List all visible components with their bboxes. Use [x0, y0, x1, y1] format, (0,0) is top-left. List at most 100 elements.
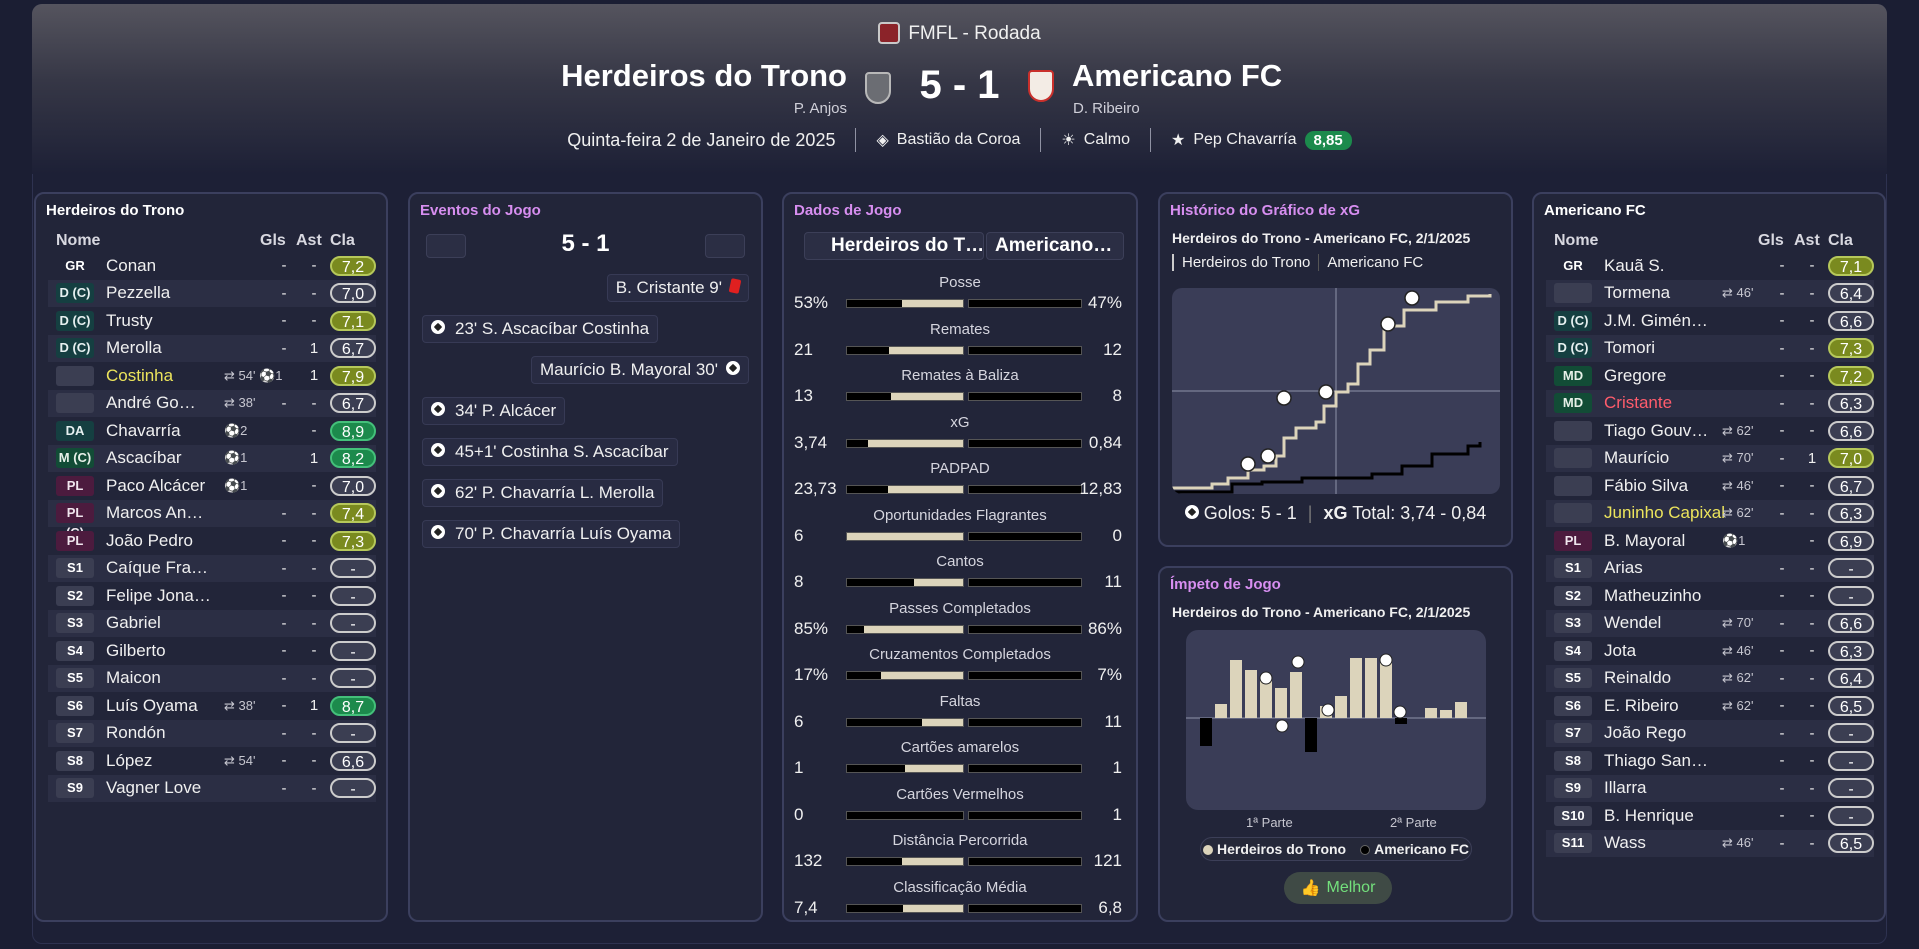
player-row[interactable]: Maurício ⇄ 70' - 1 7,0 — [1546, 444, 1874, 472]
player-row[interactable]: PL (C)João Pedro--7,3 — [48, 527, 376, 568]
goal-marker-icon[interactable] — [1276, 390, 1292, 406]
player-name[interactable]: Reinaldo — [1604, 668, 1672, 688]
player-name[interactable]: Wass — [1604, 833, 1646, 853]
player-row[interactable]: D (C) Tomori - -7,3 — [1546, 334, 1874, 362]
col-goals[interactable]: Gls — [1758, 232, 1784, 249]
player-row[interactable]: Tiago Gouv… ⇄ 62' - -6,6 — [1546, 417, 1874, 445]
player-row[interactable]: S7 João Rego - - - — [1546, 719, 1874, 747]
player-name[interactable]: B. Mayoral — [1604, 530, 1686, 550]
player-row[interactable]: S8 López ⇄ 54' - -6,6 — [48, 747, 376, 775]
player-row[interactable]: D (C) Trusty - -7,1 — [48, 307, 376, 335]
player-row[interactable]: S1 Arias - - - — [1546, 554, 1874, 582]
goal-marker-icon[interactable] — [1393, 705, 1407, 719]
player-row[interactable]: Tormena ⇄ 46' - -6,4 — [1546, 279, 1874, 307]
player-name[interactable]: Costinha — [106, 365, 174, 385]
player-row[interactable]: S10 B. Henrique - - - — [1546, 802, 1874, 830]
player-name[interactable]: Merolla — [106, 338, 162, 358]
player-name[interactable]: André Go… — [106, 393, 196, 413]
away-team-name[interactable]: Americano FC — [1072, 58, 1283, 93]
col-name[interactable]: Nome — [56, 232, 101, 249]
player-name[interactable]: Thiago San… — [1604, 750, 1708, 770]
legend-home[interactable]: Herdeiros do Trono — [1172, 254, 1319, 271]
player-row[interactable]: Fábio Silva ⇄ 46' - -6,7 — [1546, 472, 1874, 500]
player-row[interactable]: S2 Matheuzinho - - - — [1546, 582, 1874, 610]
player-name[interactable]: Tormena — [1604, 283, 1671, 303]
player-row[interactable]: S2 Felipe Jona… - - - — [48, 582, 376, 610]
home-team-tab[interactable]: Herdeiros do T… — [804, 232, 984, 260]
col-goals[interactable]: Gls — [260, 232, 286, 249]
event-item[interactable]: 23' S. Ascacíbar Costinha — [422, 315, 659, 343]
player-name[interactable]: Maurício — [1604, 448, 1670, 468]
player-row[interactable]: D (C) Merolla - 1 6,7 — [48, 334, 376, 362]
player-name[interactable]: López — [106, 750, 153, 770]
goal-marker-icon[interactable] — [1291, 655, 1305, 669]
col-assists[interactable]: Ast — [296, 232, 322, 249]
player-name[interactable]: Maicon — [106, 668, 161, 688]
player-row[interactable]: M (C) Ascacíbar ⚽1 1 8,2 — [48, 444, 376, 472]
stadium[interactable]: ◈ Bastião da Coroa — [856, 130, 1040, 150]
player-name[interactable]: Matheuzinho — [1604, 585, 1702, 605]
event-item[interactable]: 62' P. Chavarría L. Merolla — [422, 479, 664, 507]
player-row[interactable]: GR Conan - -7,2 — [48, 252, 376, 280]
player-name[interactable]: Marcos An… — [106, 503, 204, 523]
player-row[interactable]: S7 Rondón - - - — [48, 719, 376, 747]
player-row[interactable]: S5 Reinaldo ⇄ 62' - -6,4 — [1546, 664, 1874, 692]
player-row[interactable]: André Go… ⇄ 38' - -6,7 — [48, 389, 376, 417]
player-name[interactable]: Cristante — [1604, 393, 1673, 413]
legend-away[interactable]: Americano FC — [1360, 841, 1469, 857]
player-row[interactable]: GR Kauã S. - -7,1 — [1546, 252, 1874, 280]
player-row[interactable]: D (C) J.M. Gimén… - -6,6 — [1546, 307, 1874, 335]
player-row[interactable]: S6 E. Ribeiro ⇄ 62' - -6,5 — [1546, 692, 1874, 720]
goal-marker-icon[interactable] — [1318, 384, 1334, 400]
player-name[interactable]: J.M. Gimén… — [1604, 310, 1708, 330]
goal-marker-icon[interactable] — [1379, 653, 1393, 667]
player-row[interactable]: MD Cristante - -6,3 — [1546, 389, 1874, 417]
player-row[interactable]: Juninho Capixaba⇄ 62'--6,3 — [1546, 499, 1874, 527]
legend-away[interactable]: Americano FC — [1318, 254, 1432, 271]
player-row[interactable]: S3 Wendel ⇄ 70' - -6,6 — [1546, 609, 1874, 637]
player-name[interactable]: Arias — [1604, 558, 1643, 578]
best-button[interactable]: 👍 Melhor — [1284, 872, 1392, 904]
col-name[interactable]: Nome — [1554, 232, 1599, 249]
player-name[interactable]: Gilberto — [106, 640, 166, 660]
event-item[interactable]: 45+1' Costinha S. Ascacíbar — [422, 438, 678, 466]
player-of-the-match[interactable]: ★ Pep Chavarría 8,85 — [1151, 130, 1372, 150]
player-name[interactable]: Wendel — [1604, 613, 1662, 633]
player-name[interactable]: Rondón — [106, 723, 166, 743]
player-name[interactable]: Illarra — [1604, 778, 1647, 798]
player-row[interactable]: S4 Jota ⇄ 46' - -6,3 — [1546, 637, 1874, 665]
col-rating[interactable]: Cla — [1828, 232, 1853, 249]
player-row[interactable]: PL (C)Marcos An…--7,4 — [48, 499, 376, 540]
player-row[interactable]: S9 Illarra - - - — [1546, 774, 1874, 802]
player-name[interactable]: Gabriel — [106, 613, 161, 633]
away-manager[interactable]: D. Ribeiro — [1073, 100, 1140, 117]
player-name[interactable]: Chavarría — [106, 420, 181, 440]
legend-home[interactable]: Herdeiros do Trono — [1202, 841, 1346, 857]
player-row[interactable]: S9 Vagner Love - - - — [48, 774, 376, 802]
player-row[interactable]: S11 Wass ⇄ 46' - -6,5 — [1546, 829, 1874, 857]
player-row[interactable]: S3 Gabriel - - - — [48, 609, 376, 637]
player-name[interactable]: Vagner Love — [106, 778, 202, 798]
player-row[interactable]: PL (C) B. Mayoral ⚽1 -6,9 — [1546, 527, 1874, 568]
player-name[interactable]: Paco Alcácer — [106, 475, 206, 495]
event-item[interactable]: 34' P. Alcácer — [422, 397, 566, 425]
player-row[interactable]: Costinha ⇄ 54' ⚽1 1 7,9 — [48, 362, 376, 390]
player-name[interactable]: Luís Oyama — [106, 695, 198, 715]
goal-marker-icon[interactable] — [1380, 316, 1396, 332]
player-name[interactable]: Ascacíbar — [106, 448, 182, 468]
competition-title[interactable]: FMFL - Rodada — [0, 22, 1919, 45]
player-name[interactable]: Tiago Gouv… — [1604, 420, 1709, 440]
away-team-tab[interactable]: Americano… — [986, 232, 1124, 260]
event-item[interactable]: 70' P. Chavarría Luís Oyama — [422, 520, 681, 548]
event-item[interactable]: Maurício B. Mayoral 30' — [530, 356, 749, 384]
player-row[interactable]: S1 Caíque Fra… - - - — [48, 554, 376, 582]
player-name[interactable]: Juninho Capixaba — [1604, 503, 1724, 523]
goal-marker-icon[interactable] — [1404, 290, 1420, 306]
player-name[interactable]: Conan — [106, 255, 157, 275]
player-row[interactable]: S6 Luís Oyama ⇄ 38' - 1 8,7 — [48, 692, 376, 720]
player-row[interactable]: DA (E) Chavarría ⚽2 -8,9 — [48, 417, 376, 458]
player-name[interactable]: Gregore — [1604, 365, 1667, 385]
player-name[interactable]: Trusty — [106, 310, 153, 330]
goal-marker-icon[interactable] — [1321, 703, 1335, 717]
player-name[interactable]: Pezzella — [106, 283, 171, 303]
